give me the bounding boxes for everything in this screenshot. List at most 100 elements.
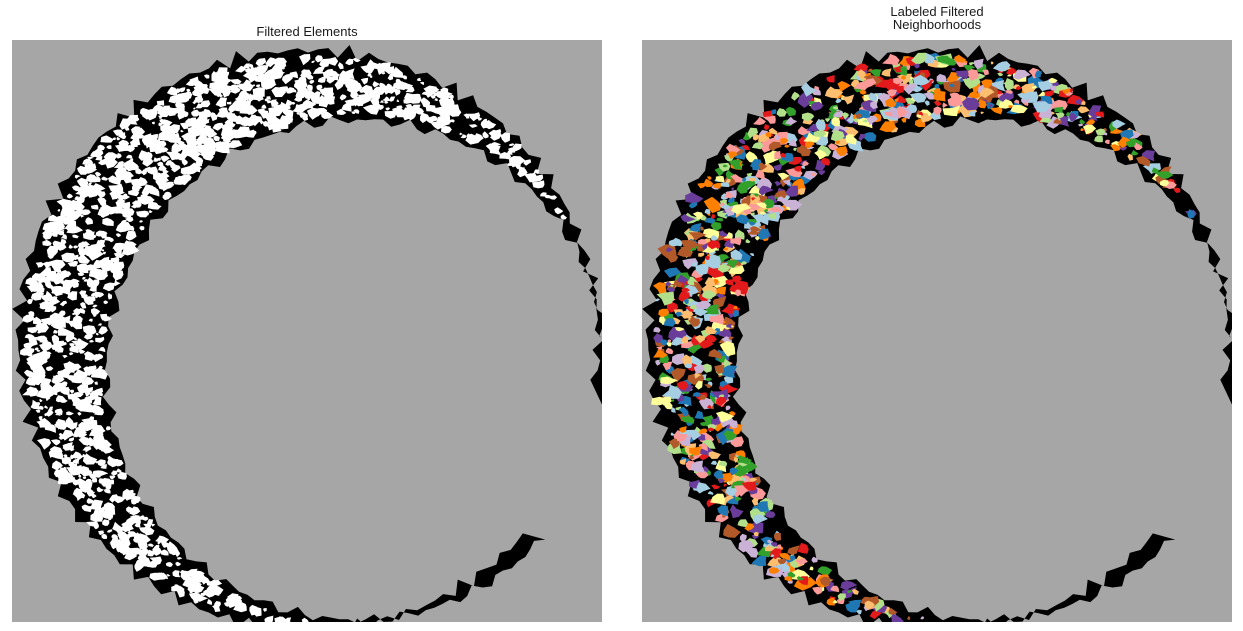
speckle xyxy=(776,196,786,203)
speckle xyxy=(704,384,712,389)
speckle xyxy=(323,68,335,76)
speckle xyxy=(351,96,362,107)
speckle xyxy=(367,72,372,77)
speckle xyxy=(735,450,746,458)
speckle xyxy=(181,158,188,166)
speckle xyxy=(265,57,276,68)
speckle xyxy=(661,384,682,399)
speckle xyxy=(812,586,822,595)
speckle xyxy=(901,75,906,80)
speckle xyxy=(145,142,152,149)
speckle xyxy=(416,93,421,98)
speckle xyxy=(155,174,169,187)
speckle xyxy=(60,208,70,220)
speckle xyxy=(459,132,463,136)
speckle xyxy=(826,75,835,83)
speckle xyxy=(141,169,148,176)
speckle xyxy=(868,92,878,102)
speckle xyxy=(279,103,285,108)
speckle xyxy=(773,163,782,171)
speckle xyxy=(750,212,755,216)
speckle xyxy=(967,91,982,99)
speckle xyxy=(112,137,116,140)
speckle xyxy=(66,193,73,199)
speckle xyxy=(128,189,140,197)
speckle xyxy=(751,213,769,226)
speckle xyxy=(25,376,37,386)
speckle xyxy=(122,193,131,200)
speckle xyxy=(853,118,859,123)
speckle xyxy=(830,585,839,593)
speckle xyxy=(739,477,745,481)
speckle xyxy=(101,478,115,487)
speckle xyxy=(45,422,52,427)
speckle xyxy=(108,175,121,186)
speckle xyxy=(259,120,265,125)
speckle xyxy=(190,570,205,582)
speckle xyxy=(103,488,111,494)
speckle xyxy=(90,499,104,510)
speckle xyxy=(201,150,214,161)
speckle xyxy=(730,280,749,295)
speckle xyxy=(468,124,478,128)
speckle xyxy=(298,107,305,111)
speckle xyxy=(114,261,125,269)
speckle xyxy=(366,59,380,70)
speckle xyxy=(41,424,47,428)
speckle xyxy=(198,120,202,124)
speckle xyxy=(155,572,165,579)
speckle xyxy=(162,105,171,114)
speckle xyxy=(238,90,247,96)
speckle xyxy=(174,570,179,575)
speckle xyxy=(56,370,63,374)
speckle xyxy=(75,189,88,196)
speckle xyxy=(859,89,867,95)
speckle xyxy=(109,474,116,480)
speckle xyxy=(85,377,95,384)
speckle xyxy=(705,326,715,333)
speckle xyxy=(420,112,430,124)
speckle xyxy=(125,159,136,168)
speckle xyxy=(159,118,165,124)
speckle xyxy=(54,408,63,416)
speckle xyxy=(514,164,522,170)
speckle xyxy=(734,229,745,240)
speckle xyxy=(126,154,133,159)
speckle xyxy=(192,99,199,105)
speckle xyxy=(113,246,123,255)
speckle xyxy=(999,94,1006,102)
speckle xyxy=(67,291,78,301)
speckle xyxy=(716,217,724,222)
speckle xyxy=(490,130,501,141)
speckle xyxy=(97,459,106,467)
speckle xyxy=(150,187,157,191)
speckle xyxy=(50,286,63,297)
speckle xyxy=(705,377,713,382)
speckle xyxy=(694,372,701,379)
speckle xyxy=(72,479,80,486)
speckle xyxy=(679,309,694,319)
speckle xyxy=(227,112,232,116)
speckle xyxy=(77,165,87,175)
speckle xyxy=(160,181,172,192)
speckle xyxy=(300,90,317,99)
speckle xyxy=(697,183,707,189)
speckle xyxy=(1080,128,1084,131)
speckle xyxy=(793,147,797,151)
speckle xyxy=(95,332,99,336)
speckle xyxy=(1104,139,1110,145)
speckle xyxy=(1021,97,1030,104)
speckle xyxy=(523,159,532,166)
speckle xyxy=(681,341,694,349)
speckle xyxy=(663,267,682,278)
speckle xyxy=(750,226,762,233)
speckle xyxy=(90,308,101,316)
speckle xyxy=(52,381,56,384)
speckle xyxy=(914,63,920,69)
speckle xyxy=(334,81,344,90)
speckle xyxy=(259,69,266,73)
speckle xyxy=(779,552,791,561)
speckle xyxy=(144,151,153,159)
speckle xyxy=(86,159,93,166)
speckle xyxy=(97,323,102,326)
